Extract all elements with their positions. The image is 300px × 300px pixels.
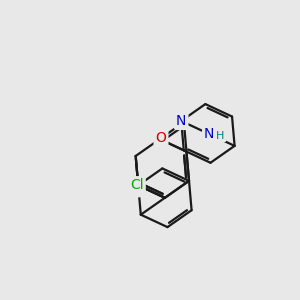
Text: O: O <box>155 131 167 145</box>
Text: N: N <box>204 127 214 141</box>
Text: N: N <box>130 181 140 195</box>
Text: N: N <box>133 178 143 192</box>
Text: H: H <box>216 130 225 140</box>
Text: N: N <box>176 114 186 128</box>
Text: Cl: Cl <box>130 178 144 192</box>
